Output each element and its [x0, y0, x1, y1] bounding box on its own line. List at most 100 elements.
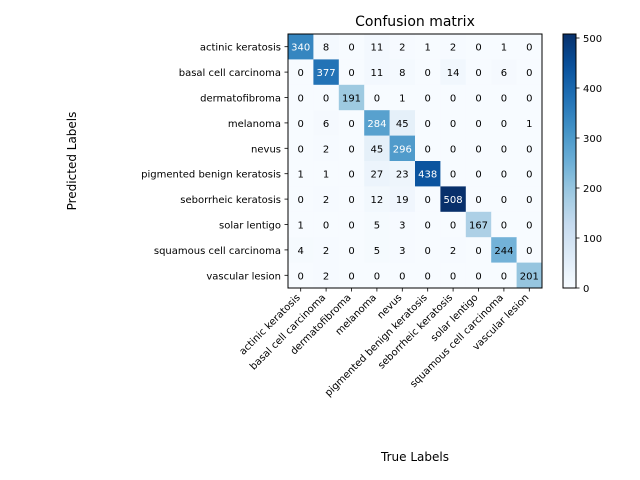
cell-value-label: 0	[425, 221, 431, 232]
heatmap-cell	[364, 135, 390, 162]
heatmap-cell	[389, 262, 416, 289]
heatmap-cell	[313, 262, 340, 289]
y-tick-label: actinic keratosis	[200, 43, 281, 54]
cell-value-label: 27	[371, 170, 384, 181]
cell-value-label: 201	[520, 271, 539, 282]
cell-value-label: 1	[298, 170, 304, 181]
cell-value-label: 3	[399, 221, 405, 232]
heatmap-cell	[389, 84, 416, 111]
y-tick-label: vascular lesion	[206, 271, 281, 282]
heatmap-cell	[389, 237, 416, 263]
cell-value-label: 0	[348, 170, 354, 181]
cell-value-label: 0	[475, 144, 481, 155]
x-axis-label: True Labels	[380, 450, 449, 464]
heatmap-cell	[313, 59, 340, 86]
y-tick-label: squamous cell carcinoma	[154, 246, 281, 257]
cell-value-label: 0	[475, 119, 481, 130]
heatmap-cell	[516, 59, 543, 86]
heatmap-cell	[288, 186, 314, 213]
heatmap-cell	[465, 84, 492, 111]
cell-value-label: 1	[425, 43, 431, 54]
cell-value-label: 11	[371, 43, 384, 54]
cell-value-label: 0	[348, 119, 354, 130]
heatmap-cell	[389, 186, 416, 213]
heatmap-cell	[338, 186, 365, 213]
heatmap-cell	[491, 84, 517, 111]
heatmap-cell	[491, 135, 517, 162]
cell-value-label: 0	[348, 68, 354, 79]
heatmap-cell	[364, 186, 390, 213]
cell-value-label: 0	[501, 271, 507, 282]
y-axis-ticks: actinic keratosis basal cell carcinoma der…	[141, 43, 288, 282]
heatmap-cell	[389, 161, 416, 187]
heatmap-cell	[313, 135, 340, 162]
cell-value-label: 2	[450, 246, 456, 257]
heatmap-cell	[440, 59, 467, 86]
cell-value-label: 0	[348, 271, 354, 282]
y-tick-label: seborrheic keratosis	[180, 195, 281, 206]
cell-value-label: 0	[475, 271, 481, 282]
heatmap-cell	[491, 211, 517, 238]
heatmap-cell	[516, 237, 543, 263]
y-tick-label: pigmented benign keratosis	[141, 170, 281, 181]
cell-value-label: 11	[371, 68, 384, 79]
cell-value-label: 1	[526, 119, 532, 130]
heatmap-cell	[313, 237, 340, 263]
heatmap-cell	[465, 161, 492, 187]
heatmap-cell	[338, 135, 365, 162]
cell-value-label: 244	[494, 246, 513, 257]
cell-value-label: 8	[323, 43, 329, 54]
cell-value-label: 377	[317, 68, 336, 79]
colorbar-tick-label: 200	[583, 184, 602, 195]
cell-value-label: 0	[526, 246, 532, 257]
cell-value-label: 0	[425, 68, 431, 79]
colorbar-tick-label: 100	[583, 234, 602, 245]
heatmap-cell	[465, 59, 492, 86]
heatmap-cell-labels: 340 8 0 11 2 1 2 0 1 0 0 377 0 11 8 0 1 4 0 6 0 0 0 191 0 1 0 0 0 0 0 0…	[291, 43, 539, 283]
heatmap-cell	[288, 237, 314, 263]
cell-value-label: 2	[323, 144, 329, 155]
heatmap-cell	[313, 211, 340, 238]
heatmap-cell	[313, 110, 340, 136]
cell-value-label: 191	[342, 94, 361, 105]
heatmap-cell	[440, 135, 467, 162]
cell-value-label: 0	[298, 144, 304, 155]
cell-value-label: 0	[475, 246, 481, 257]
heatmap-cell	[516, 211, 543, 238]
cell-value-label: 19	[396, 195, 409, 206]
cell-value-label: 0	[298, 94, 304, 105]
cell-value-label: 6	[323, 119, 329, 130]
heatmap-cell	[491, 110, 517, 136]
heatmap-cell	[288, 110, 314, 136]
cell-value-label: 284	[367, 119, 386, 130]
cell-value-label: 6	[501, 68, 507, 79]
cell-value-label: 0	[425, 94, 431, 105]
cell-value-label: 438	[418, 170, 437, 181]
cell-value-label: 3	[399, 246, 405, 257]
heatmap-cell	[516, 84, 543, 111]
y-tick-label: solar lentigo	[219, 221, 281, 232]
heatmap-cell	[491, 237, 517, 263]
cell-value-label: 0	[526, 221, 532, 232]
heatmap-cell	[440, 211, 467, 238]
cell-value-label: 340	[291, 43, 310, 54]
cell-value-label: 8	[399, 68, 405, 79]
heatmap-cell	[440, 262, 467, 289]
cell-value-label: 0	[450, 170, 456, 181]
heatmap-cell	[313, 34, 340, 60]
cell-value-label: 0	[450, 221, 456, 232]
cell-value-label: 4	[298, 246, 304, 257]
cell-value-label: 0	[374, 271, 380, 282]
heatmap-cell	[465, 135, 492, 162]
cell-value-label: 0	[348, 246, 354, 257]
heatmap-cell	[364, 84, 390, 111]
cell-value-label: 0	[298, 271, 304, 282]
cell-value-label: 0	[348, 195, 354, 206]
heatmap-cell	[364, 34, 390, 60]
heatmap-cell	[288, 84, 314, 111]
heatmap-cell	[465, 262, 492, 289]
cell-value-label: 0	[526, 68, 532, 79]
heatmap-cell	[338, 84, 365, 111]
heatmap-cell	[288, 262, 314, 289]
